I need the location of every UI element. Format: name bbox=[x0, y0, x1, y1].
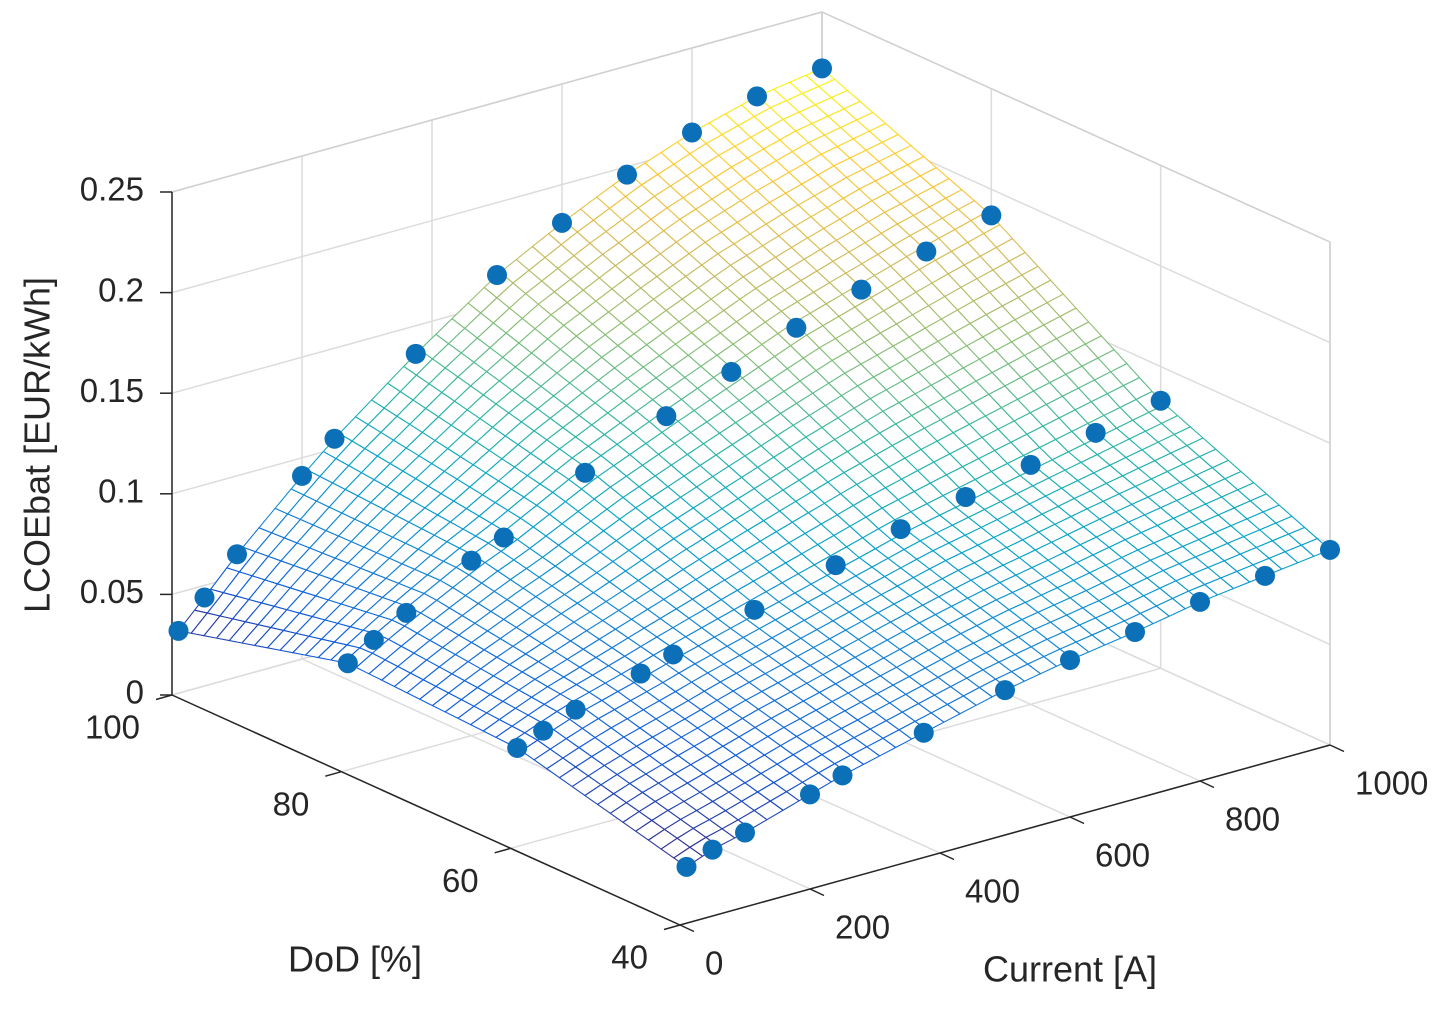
x-axis-label: Current [A] bbox=[983, 949, 1157, 990]
data-point bbox=[721, 361, 742, 382]
data-point bbox=[1085, 422, 1106, 443]
data-point bbox=[786, 317, 807, 338]
data-point bbox=[493, 527, 514, 548]
data-point bbox=[461, 550, 482, 571]
z-tick-label: 0.2 bbox=[98, 271, 144, 308]
data-point bbox=[995, 680, 1015, 701]
y-tick-label: 40 bbox=[611, 939, 648, 976]
data-point bbox=[533, 720, 554, 741]
data-point bbox=[194, 587, 215, 608]
data-point bbox=[1320, 539, 1340, 560]
z-tick-label: 0.15 bbox=[80, 372, 144, 409]
data-point bbox=[812, 58, 832, 79]
data-point bbox=[890, 519, 911, 540]
data-point bbox=[1190, 591, 1210, 612]
x-tick bbox=[939, 852, 955, 861]
data-point bbox=[656, 406, 677, 427]
data-point bbox=[168, 620, 189, 641]
y-tick bbox=[155, 694, 173, 701]
data-point bbox=[744, 599, 765, 620]
data-point bbox=[851, 279, 872, 300]
data-point bbox=[324, 428, 345, 449]
y-axis-label: DoD [%] bbox=[288, 939, 422, 980]
data-point bbox=[832, 765, 853, 786]
x-tick bbox=[1329, 744, 1345, 753]
x-tick bbox=[679, 924, 695, 933]
y-tick bbox=[325, 770, 342, 777]
x-tick-label: 200 bbox=[835, 909, 890, 946]
data-point bbox=[913, 722, 934, 743]
box-edge bbox=[171, 11, 823, 193]
z-tick-label: 0.25 bbox=[80, 171, 144, 208]
data-point bbox=[405, 343, 426, 364]
data-point bbox=[663, 644, 684, 665]
z-tick-label: 0.05 bbox=[80, 573, 144, 610]
data-point bbox=[800, 784, 820, 805]
y-tick-label: 60 bbox=[442, 862, 479, 899]
data-point bbox=[1060, 650, 1080, 671]
data-point bbox=[617, 164, 637, 185]
data-point bbox=[227, 544, 247, 565]
x-tick bbox=[1069, 816, 1085, 825]
y-tick-label: 100 bbox=[85, 709, 140, 746]
y-tick-label: 80 bbox=[273, 785, 310, 822]
y-tick bbox=[494, 847, 511, 854]
data-point bbox=[735, 822, 755, 843]
data-point bbox=[292, 465, 312, 486]
y-axis bbox=[171, 694, 681, 926]
box-edge bbox=[821, 11, 1331, 243]
data-point bbox=[916, 241, 937, 262]
y-tick bbox=[663, 924, 681, 931]
data-point bbox=[955, 486, 976, 507]
data-point bbox=[507, 737, 528, 758]
x-tick bbox=[809, 888, 825, 897]
data-point bbox=[552, 212, 572, 233]
data-point bbox=[630, 663, 651, 684]
data-point bbox=[575, 462, 596, 483]
data-point bbox=[1255, 565, 1275, 586]
data-point bbox=[363, 629, 384, 650]
data-point bbox=[1150, 390, 1171, 411]
z-tick-label: 0 bbox=[126, 674, 144, 711]
data-point bbox=[682, 122, 702, 143]
data-point bbox=[487, 265, 507, 286]
data-point bbox=[702, 839, 723, 860]
data-point bbox=[981, 205, 1002, 226]
data-point bbox=[337, 653, 358, 674]
data-point bbox=[676, 856, 697, 877]
data-point bbox=[565, 699, 586, 720]
x-tick-label: 800 bbox=[1225, 801, 1280, 838]
data-point bbox=[825, 555, 846, 576]
data-point bbox=[396, 602, 417, 623]
x-tick bbox=[1199, 780, 1215, 789]
data-point bbox=[1020, 454, 1041, 475]
x-tick-label: 600 bbox=[1095, 837, 1150, 874]
z-axis-label: LCOEbat [EUR/kWh] bbox=[17, 277, 58, 613]
z-tick-label: 0.1 bbox=[98, 473, 144, 510]
x-tick-label: 0 bbox=[705, 945, 723, 982]
data-point bbox=[747, 86, 767, 107]
x-axis bbox=[679, 744, 1331, 926]
x-tick-label: 1000 bbox=[1355, 765, 1428, 802]
data-point bbox=[1125, 622, 1145, 643]
x-tick-label: 400 bbox=[965, 873, 1020, 910]
